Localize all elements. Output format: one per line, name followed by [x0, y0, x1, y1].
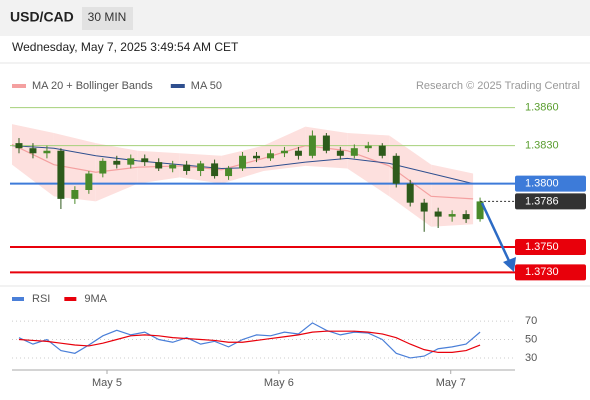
candle-body	[406, 183, 414, 203]
candle-body	[29, 148, 37, 154]
candle-body	[239, 155, 247, 169]
symbol: USD/CAD	[10, 9, 74, 25]
candle-body	[350, 148, 358, 156]
level-box	[515, 264, 586, 281]
candle-body	[364, 145, 372, 149]
candle-body	[155, 162, 163, 169]
legend-label: MA 50	[191, 80, 222, 92]
bollinger-band	[431, 164, 474, 227]
candle-body	[113, 160, 121, 165]
forecast-arrowhead	[503, 257, 516, 272]
candle-body	[43, 150, 51, 154]
x-tick-label: May 7	[436, 377, 466, 389]
timestamp: Wednesday, May 7, 2025 3:49:54 AM CET	[12, 40, 239, 54]
level-box	[515, 239, 586, 255]
candle-body	[392, 155, 400, 184]
plot: MA 20 + Bollinger Bands MA 50 1.3860 1.3830…	[10, 80, 586, 389]
candle-body	[211, 163, 219, 177]
legend-swatch	[170, 84, 185, 88]
candle-body	[434, 211, 442, 217]
y-tick-label: 50	[525, 333, 537, 345]
candle-body	[448, 214, 456, 217]
bollinger-band	[95, 143, 138, 202]
last-price-label: 1.3786	[525, 195, 559, 207]
candle-body	[322, 135, 330, 151]
timeframe[interactable]: 30 MIN	[88, 10, 127, 24]
legend-label: RSI	[32, 293, 50, 305]
candle-body	[85, 173, 93, 190]
candle-body	[280, 150, 288, 154]
candle-body	[99, 160, 107, 174]
candle-body	[197, 163, 205, 171]
candle-body	[127, 158, 135, 165]
legend-swatch	[64, 297, 77, 301]
level-label: 1.3860	[525, 102, 559, 114]
level-label: 1.3830	[525, 140, 559, 152]
candle-body	[378, 145, 386, 156]
candle-body	[476, 201, 484, 220]
last-price-box	[515, 193, 586, 210]
candle-body	[57, 150, 65, 199]
legend-label: 9MA	[84, 293, 107, 305]
legend-swatch	[12, 84, 26, 88]
level-box	[515, 175, 586, 192]
credit: Research © 2025 Trading Central	[416, 80, 580, 92]
candle-body	[141, 158, 149, 163]
candle-body	[462, 214, 470, 220]
level-label: 1.3750	[525, 241, 559, 253]
level-label: 1.3730	[525, 266, 559, 278]
forecast-arrow	[480, 202, 512, 264]
candle-body	[294, 150, 302, 156]
level-label: 1.3800	[525, 178, 559, 190]
candle-body	[266, 153, 274, 159]
indicator-line	[18, 322, 481, 359]
candle-body	[420, 202, 428, 212]
legend-label: MA 20 + Bollinger Bands	[32, 80, 153, 92]
candle-body	[225, 168, 233, 177]
candle-body	[253, 155, 261, 159]
x-tick-label: May 6	[264, 377, 294, 389]
candle-body	[71, 190, 79, 199]
indicator-line	[18, 330, 481, 354]
x-tick-label: May 5	[92, 377, 122, 389]
candle-body	[183, 164, 191, 171]
legend-swatch	[12, 297, 24, 301]
candle-body	[308, 135, 316, 156]
bollinger-band	[12, 124, 54, 197]
y-tick-label: 30	[525, 352, 537, 364]
candle-body	[15, 143, 23, 149]
timeframe-button[interactable]	[82, 7, 133, 30]
y-tick-label: 70	[525, 315, 537, 327]
candle-body	[336, 150, 344, 156]
candle-body	[169, 164, 177, 169]
